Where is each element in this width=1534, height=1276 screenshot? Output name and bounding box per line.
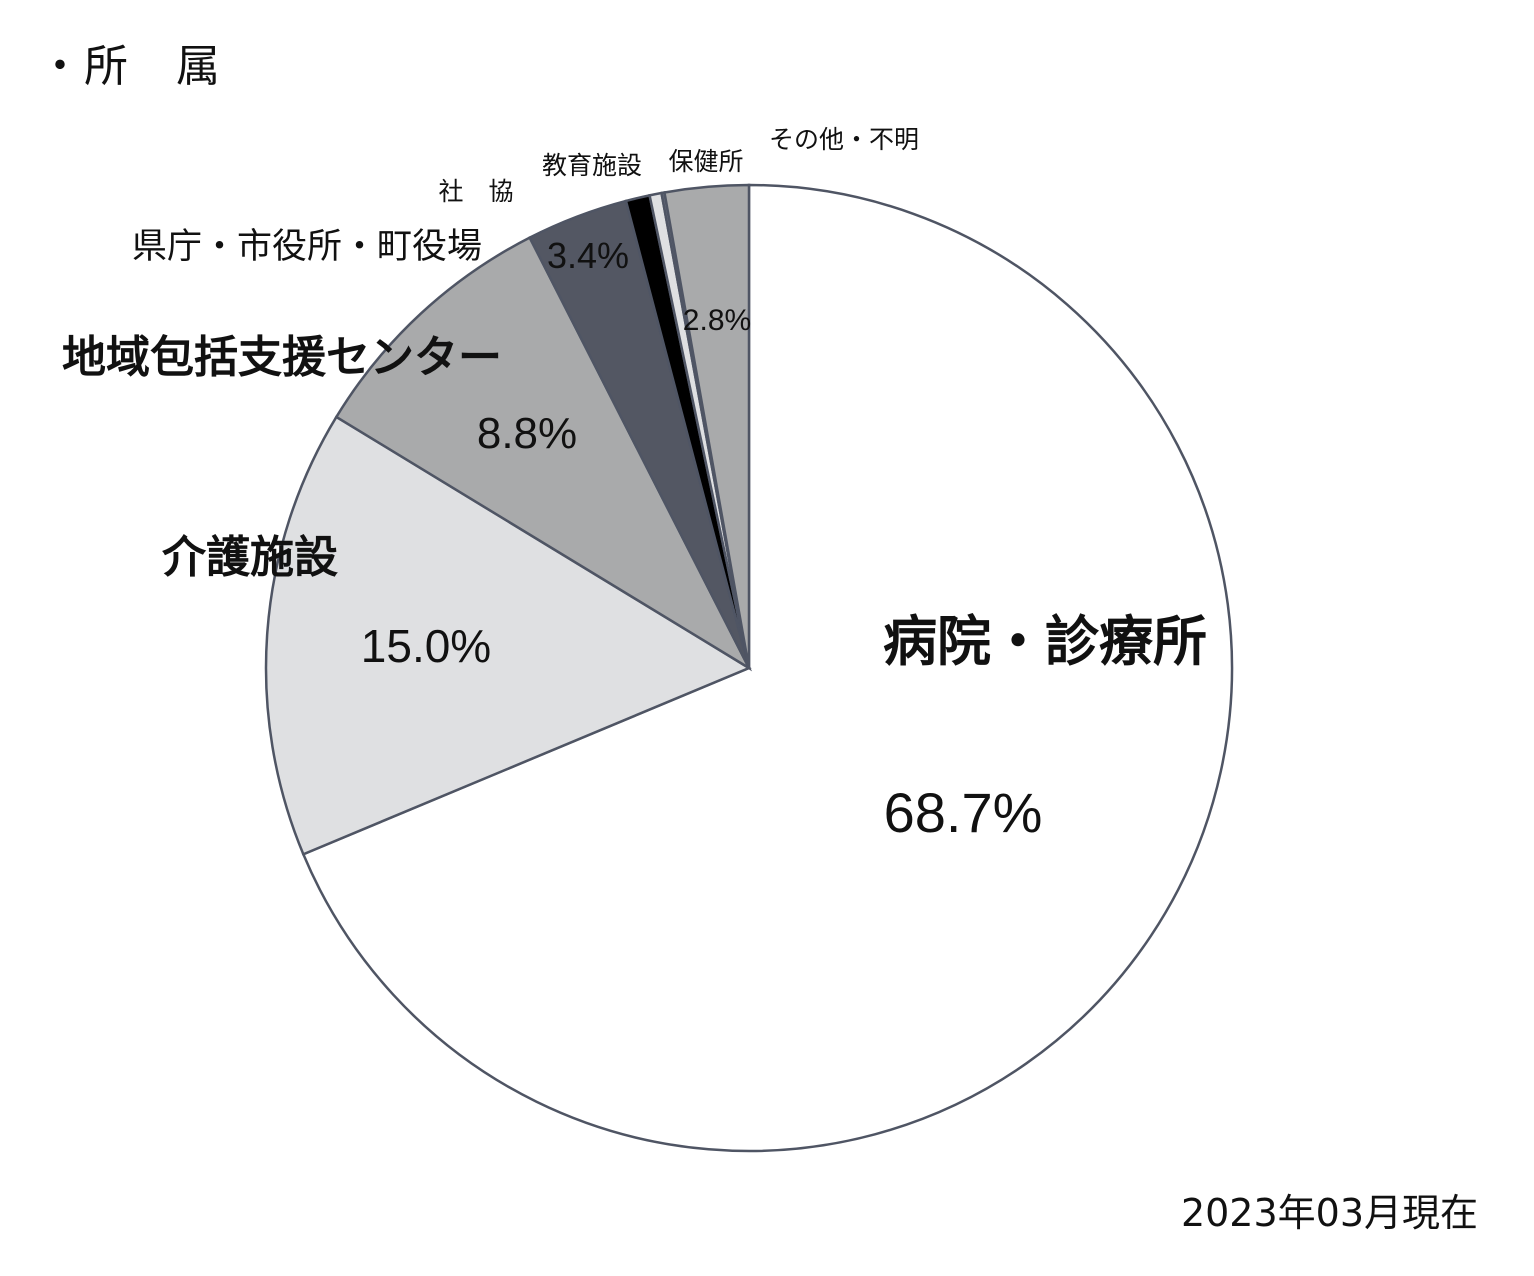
slice-value-label: 68.7% — [884, 781, 1043, 844]
slice-label: 介護施設 — [162, 532, 338, 583]
slice-label: 教育施設 — [542, 151, 642, 180]
pie-slice — [334, 235, 753, 672]
slice-value-label: 2.8% — [683, 304, 751, 337]
slice-label: その他・不明 — [769, 125, 919, 154]
slice-value-label: 8.8% — [477, 409, 577, 458]
pie-slice — [663, 183, 751, 669]
pie-slice — [301, 183, 1234, 1153]
date-footnote: 2023年03月現在 — [1180, 1191, 1478, 1235]
pie-slice — [264, 415, 752, 856]
slice-label: 病院・診療所 — [883, 610, 1207, 673]
slice-label: 地域包括支援センター — [62, 332, 502, 383]
slice-label: 保健所 — [668, 147, 743, 176]
slice-label: 社 協 — [438, 177, 513, 206]
slice-value-label: 3.4% — [547, 235, 629, 276]
slice-value-label: 15.0% — [361, 620, 491, 672]
chart-title: ・所 属 — [38, 41, 222, 92]
slice-label: 県庁・市役所・町役場 — [132, 227, 482, 267]
